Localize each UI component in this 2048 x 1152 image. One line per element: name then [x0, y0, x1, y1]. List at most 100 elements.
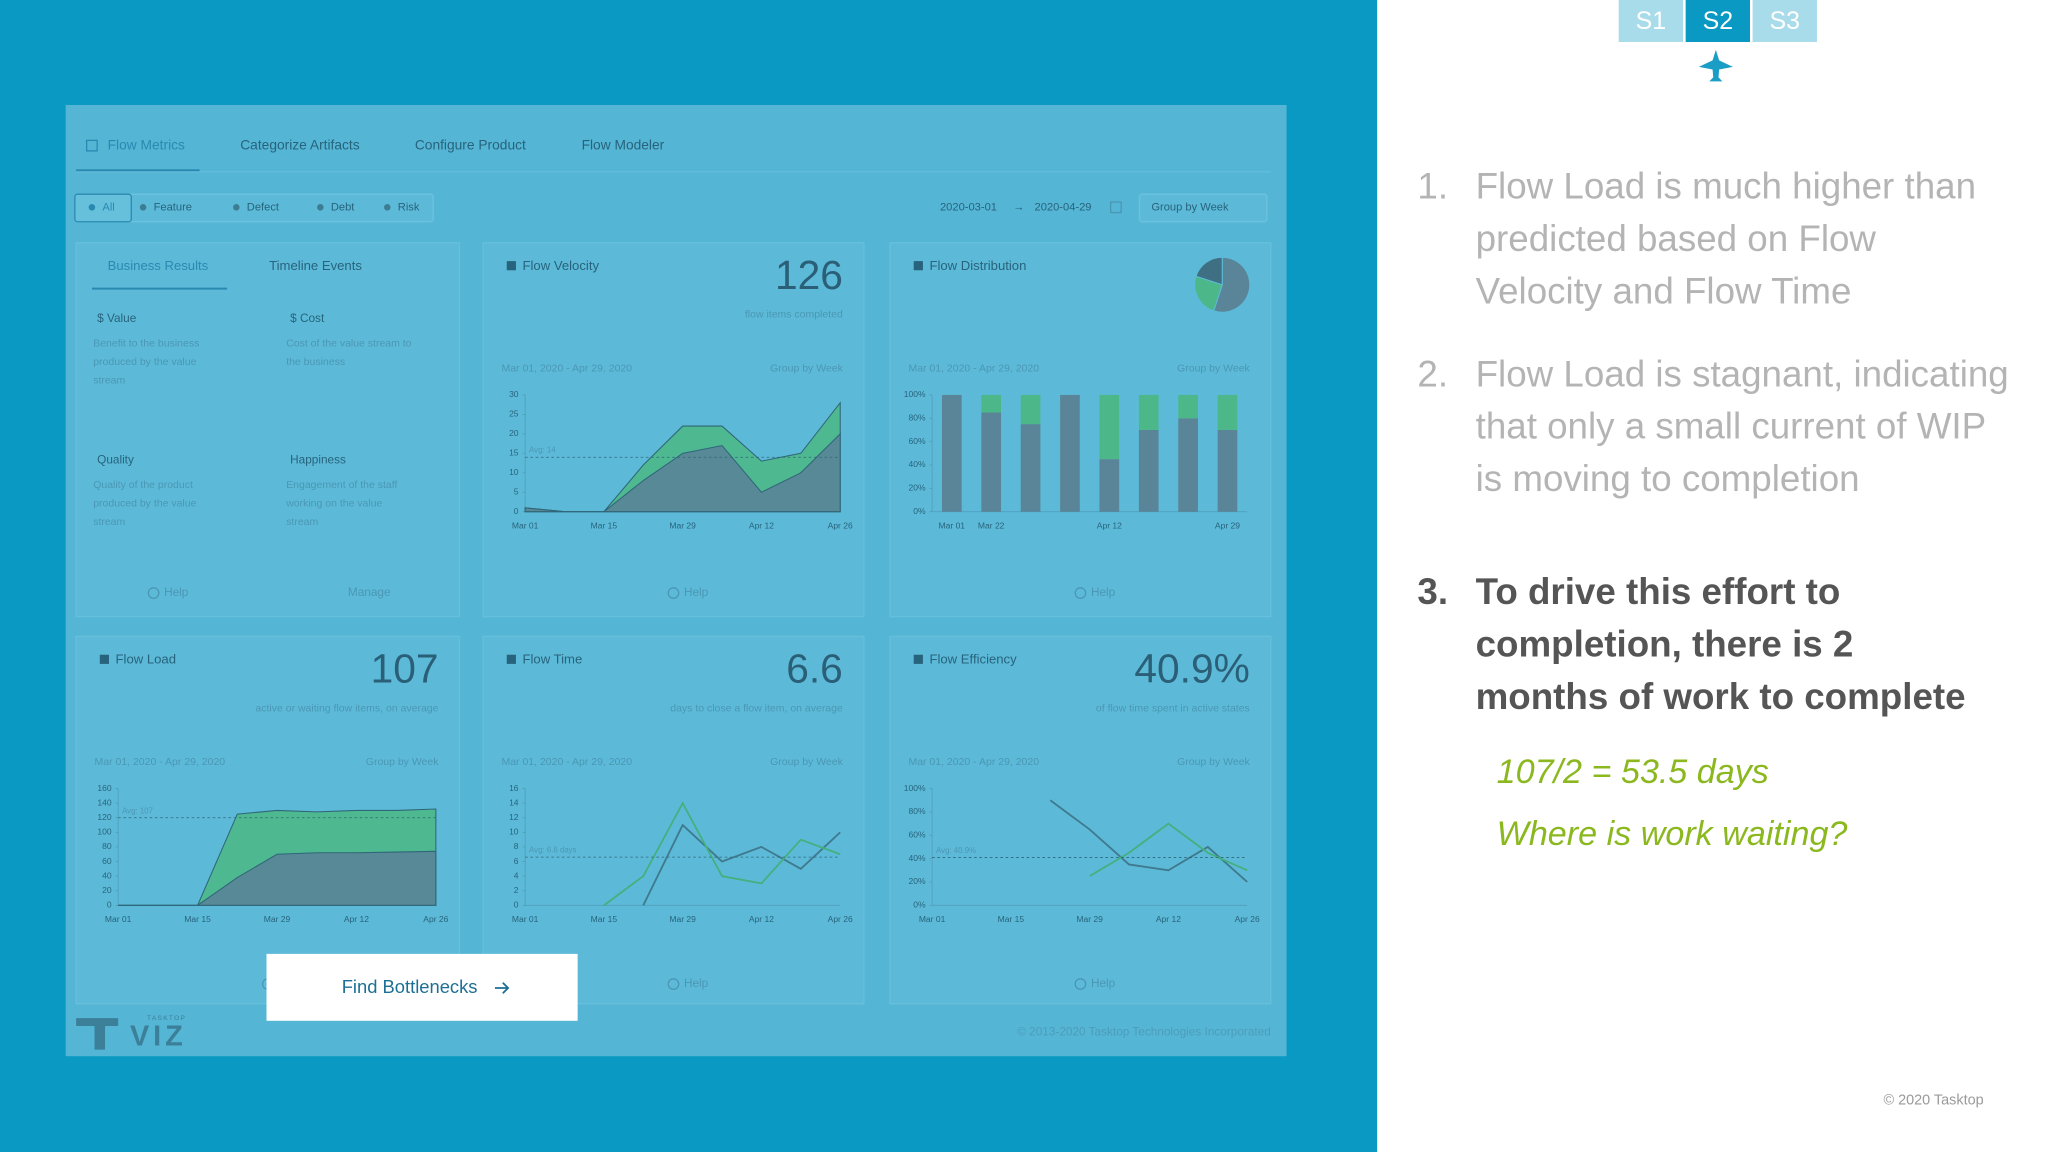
- bar-segment: [1178, 418, 1198, 512]
- line-series: [1089, 822, 1248, 877]
- filter-option[interactable]: Feature: [154, 201, 192, 213]
- nav-tab[interactable]: Flow Modeler: [582, 137, 665, 152]
- x-tick-label: Mar 01: [512, 914, 539, 924]
- slide-tab[interactable]: [1752, 0, 1817, 42]
- manage-link[interactable]: Manage: [348, 585, 391, 599]
- business-item-title: Quality: [97, 453, 134, 467]
- x-tick-label: Mar 15: [591, 520, 618, 530]
- y-tick-label: 60: [102, 856, 112, 866]
- line-series: [1049, 799, 1248, 883]
- y-tick-label: 25: [509, 409, 519, 419]
- business-tab[interactable]: Timeline Events: [269, 258, 362, 273]
- help-link[interactable]: Help: [684, 976, 709, 990]
- note: 107/2 = 53.5 days: [1497, 753, 1769, 791]
- panel-metric-caption: flow items completed: [745, 310, 843, 321]
- panel-title: Flow Velocity: [523, 258, 600, 273]
- help-icon: [147, 587, 160, 599]
- x-tick-label: Apr 26: [1235, 914, 1260, 924]
- slide-copyright: © 2020 Tasktop: [1883, 1093, 1983, 1109]
- point-text: completion, there is 2: [1476, 624, 1854, 665]
- bar-segment: [1020, 424, 1041, 512]
- x-tick-label: Mar 01: [919, 914, 946, 924]
- x-tick-label: Mar 01: [512, 520, 539, 530]
- group-select[interactable]: [1138, 193, 1268, 223]
- x-tick-label: Apr 26: [423, 914, 448, 924]
- find-bottlenecks-button[interactable]: [266, 953, 578, 1021]
- point-text: is moving to completion: [1476, 458, 1860, 499]
- x-tick-label: Mar 29: [1076, 914, 1103, 924]
- x-tick-label: Mar 01: [939, 520, 966, 530]
- help-icon: [667, 978, 680, 990]
- point-number: 3.: [1417, 571, 1448, 612]
- y-tick-label: 20%: [908, 483, 925, 493]
- panel-group-by: Group by Week: [1177, 363, 1250, 374]
- nav-tab[interactable]: Categorize Artifacts: [240, 137, 360, 152]
- filter-option[interactable]: Debt: [331, 201, 355, 213]
- panel-group-by: Group by Week: [770, 757, 843, 768]
- x-tick-label: Apr 26: [828, 914, 853, 924]
- pie-slice: [1195, 256, 1223, 286]
- date-separator: →: [1013, 201, 1024, 213]
- dashboard-footer: © 2013-2020 Tasktop Technologies Incorpo…: [1017, 1025, 1271, 1039]
- business-item-desc: Cost of the value stream to: [286, 339, 411, 350]
- bar-segment: [941, 394, 962, 512]
- y-tick-label: 20: [509, 428, 519, 438]
- point-text: Velocity and Flow Time: [1476, 271, 1852, 312]
- bar-segment: [1099, 459, 1120, 512]
- help-link[interactable]: Help: [1091, 976, 1116, 990]
- panel-icon: [506, 654, 516, 664]
- slide-tab[interactable]: [1618, 0, 1684, 42]
- avg-label: Avg: 107: [122, 806, 153, 815]
- filter-option[interactable]: All: [102, 201, 114, 213]
- card: [482, 242, 865, 618]
- note: Where is work waiting?: [1497, 815, 1848, 853]
- find-bottlenecks-label[interactable]: Find Bottlenecks: [342, 976, 478, 997]
- nav-tab[interactable]: Flow Metrics: [108, 137, 185, 152]
- y-tick-label: 2: [514, 885, 519, 895]
- point-number: 2.: [1417, 353, 1448, 394]
- panel-metric-caption: active or waiting flow items, on average: [255, 703, 438, 714]
- x-tick-label: Mar 15: [591, 914, 618, 924]
- x-tick-label: Apr 12: [749, 520, 774, 530]
- y-tick-label: 4: [514, 870, 519, 880]
- slide-tab-label[interactable]: S3: [1770, 7, 1800, 35]
- y-tick-label: 5: [514, 486, 519, 496]
- panel-date-range: Mar 01, 2020 - Apr 29, 2020: [95, 757, 226, 768]
- filter-icon: [88, 204, 96, 211]
- panel-group-by: Group by Week: [1177, 757, 1250, 768]
- business-tab[interactable]: Business Results: [108, 258, 209, 273]
- filter-active: [74, 193, 132, 223]
- help-link[interactable]: Help: [164, 585, 189, 599]
- filter-option[interactable]: Defect: [247, 201, 280, 213]
- group-select-label[interactable]: Group by Week: [1151, 201, 1229, 213]
- panel-date-range: Mar 01, 2020 - Apr 29, 2020: [908, 363, 1039, 374]
- bar-segment: [1138, 394, 1159, 430]
- bar-segment: [1020, 394, 1041, 425]
- business-item-desc: produced by the value: [93, 357, 196, 368]
- date-from[interactable]: 2020-03-01: [940, 201, 997, 213]
- point-text: predicted based on Flow: [1476, 218, 1877, 259]
- y-tick-label: 100%: [904, 783, 926, 793]
- y-tick-label: 80: [102, 841, 112, 851]
- slide-tab[interactable]: [1685, 0, 1750, 42]
- point-text: months of work to complete: [1476, 676, 1966, 717]
- help-link[interactable]: Help: [1091, 585, 1116, 599]
- y-tick-label: 0: [514, 506, 519, 516]
- bar-segment: [1060, 394, 1080, 512]
- slide-tab-label[interactable]: S2: [1703, 7, 1733, 35]
- help-link[interactable]: Help: [684, 585, 709, 599]
- panel-title: Flow Time: [523, 651, 583, 666]
- point-text: Flow Load is stagnant, indicating: [1476, 353, 2009, 394]
- bar-segment: [981, 394, 1002, 413]
- panel-metric-caption: of flow time spent in active states: [1096, 703, 1250, 714]
- slide-tab-label[interactable]: S1: [1636, 7, 1666, 35]
- date-to[interactable]: 2020-04-29: [1035, 201, 1092, 213]
- business-item-desc: produced by the value: [93, 499, 196, 510]
- filter-icon: [139, 204, 147, 211]
- y-tick-label: 10: [509, 827, 519, 837]
- filter-option[interactable]: Risk: [398, 201, 420, 213]
- y-tick-label: 20%: [908, 876, 925, 886]
- nav-tab[interactable]: Configure Product: [415, 137, 526, 152]
